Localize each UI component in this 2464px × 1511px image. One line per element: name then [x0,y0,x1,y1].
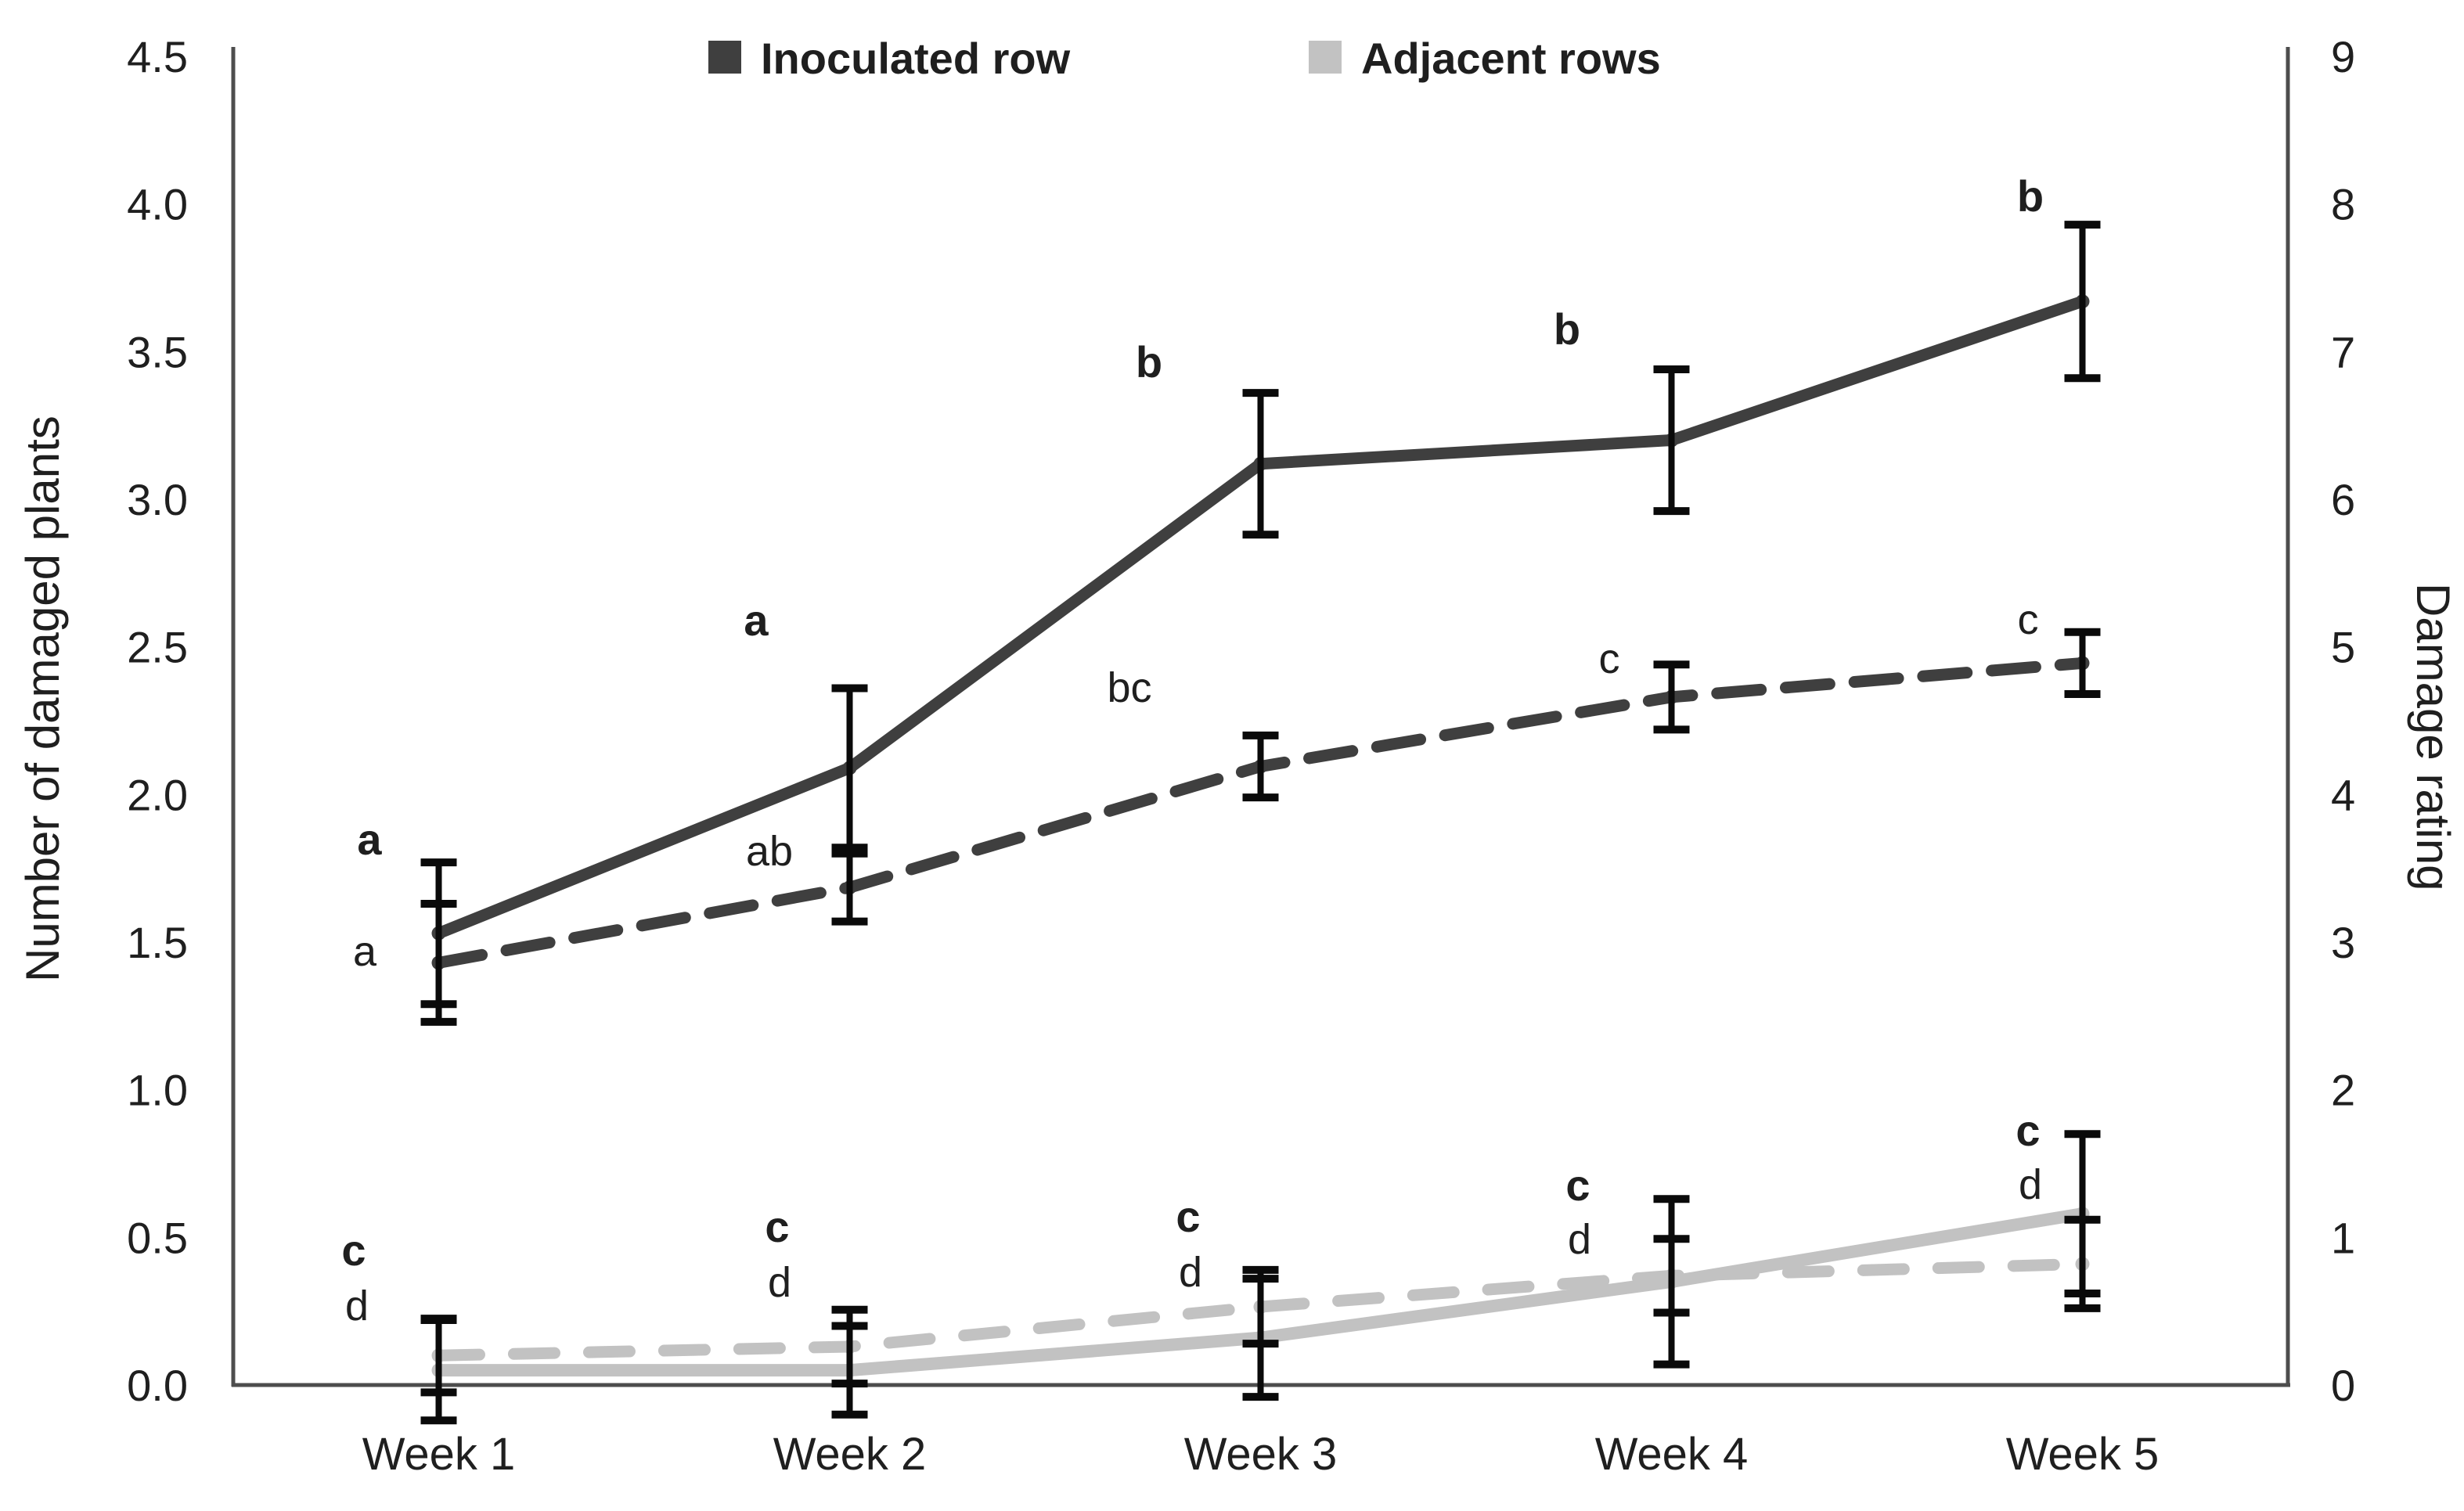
legend-swatch-adjacent-icon [1309,41,1342,74]
y-axis-left-tick-label: 1.0 [127,1066,188,1115]
y-axis-left-tick-label: 0.5 [127,1213,188,1262]
legend-item-inoculated: Inoculated row [708,34,1071,83]
y-axis-right-tick-label: 3 [2331,918,2355,967]
significance-letter: b [2017,171,2044,221]
significance-letter: d [1179,1249,1202,1296]
legend: Inoculated row Adjacent rows [708,34,1661,83]
legend-swatch-inoculated-icon [708,41,741,74]
y-axis-right-title: Damage rating [2407,583,2459,891]
series-line-1 [433,657,2088,969]
legend-item-adjacent: Adjacent rows [1309,34,1661,83]
significance-letter: c [765,1202,789,1251]
y-axis-right-tick-label: 8 [2331,180,2355,229]
significance-letter: d [768,1259,791,1306]
significance-letter: b [1136,337,1162,387]
y-axis-left-tick-label: 2.0 [127,770,188,819]
plot-area: 4.5 4.0 3.5 3.0 2.5 2.0 1.5 1.0 0.5 0.0 9 8 7 6 5 4 3 2 1 0… [127,32,2355,1480]
y-axis-left-tick-label: 1.5 [127,918,188,967]
y-axis-right-tick-label: 1 [2331,1213,2355,1262]
significance-letter: d [1568,1216,1591,1263]
significance-letter: d [345,1283,369,1329]
y-axis-left-tick-label: 3.0 [127,475,188,524]
y-axis-right-tick-label: 6 [2331,475,2355,524]
x-axis-category-label: Week 1 [362,1429,516,1480]
significance-letter: c [1176,1192,1200,1241]
x-axis-category-label: Week 5 [2006,1429,2160,1480]
significance-letter: b [1554,304,1580,354]
legend-label-inoculated: Inoculated row [761,34,1071,83]
significance-letter: d [2019,1161,2042,1208]
y-axis-right-tick-label: 5 [2331,623,2355,672]
y-axis-left-tick-label: 0.0 [127,1361,188,1410]
y-axis-right-tick-label: 0 [2331,1361,2355,1410]
y-axis-right-tick-label: 2 [2331,1066,2355,1115]
significance-letter: c [1599,635,1620,682]
x-axis-category-label: Week 3 [1184,1429,1338,1480]
significance-letter: c [341,1225,366,1275]
y-axis-left-tick-label: 4.0 [127,180,188,229]
y-axis-left-tick-label: 4.5 [127,32,188,81]
y-axis-left-tick-label: 2.5 [127,623,188,672]
significance-letter: bc [1107,664,1151,711]
x-axis-category-label: Week 4 [1595,1429,1749,1480]
significance-letter: c [2018,596,2039,643]
x-axis-category-label: Week 2 [773,1429,927,1480]
y-axis-left-tick-label: 3.5 [127,327,188,376]
significance-letter: a [357,815,382,864]
legend-label-adjacent: Adjacent rows [1361,34,1661,83]
y-axis-right-tick-label: 4 [2331,770,2355,819]
y-axis-right-tick-label: 7 [2331,327,2355,376]
significance-letter: a [744,595,769,645]
y-axis-right-tick-label: 9 [2331,32,2355,81]
significance-letter: c [1565,1160,1590,1210]
y-axis-left-title: Number of damaged plants [16,416,69,982]
significance-letter: a [353,928,377,975]
significance-letter: c [2016,1106,2040,1155]
significance-letter: ab [746,828,793,875]
